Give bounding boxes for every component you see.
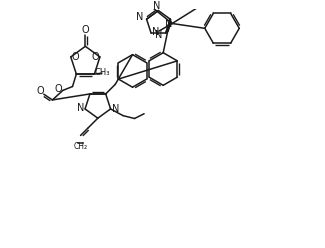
Text: N: N	[112, 104, 119, 114]
Text: N: N	[152, 27, 160, 37]
Text: O: O	[91, 52, 99, 62]
Text: CH₃: CH₃	[94, 68, 110, 77]
Text: O: O	[72, 52, 79, 62]
Text: N: N	[165, 19, 172, 29]
Text: N: N	[153, 1, 160, 11]
Text: O: O	[82, 25, 89, 35]
Text: N: N	[136, 12, 144, 22]
Text: CH₂: CH₂	[73, 142, 88, 152]
Text: N: N	[77, 103, 84, 113]
Text: O: O	[54, 84, 62, 94]
Text: O: O	[36, 86, 44, 96]
Text: N: N	[155, 30, 163, 40]
